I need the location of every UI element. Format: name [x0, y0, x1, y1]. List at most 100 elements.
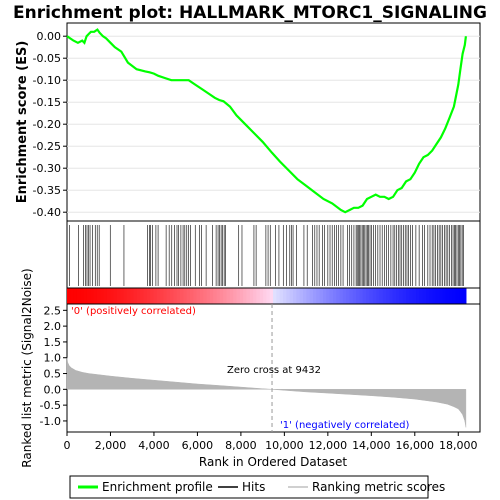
- color-bar-segment: [236, 288, 241, 304]
- color-bar-segment: [100, 288, 105, 304]
- color-bar-segment: [67, 288, 71, 304]
- color-bar-segment: [150, 288, 155, 304]
- color-bar-segment: [116, 288, 121, 304]
- color-bar-segment: [136, 288, 141, 304]
- color-bar-segment: [239, 288, 244, 304]
- metric-y-tick-label: -0.5: [40, 399, 61, 412]
- color-bar-segment: [406, 288, 410, 304]
- color-bar-segment: [123, 288, 128, 304]
- color-bar-segment: [249, 288, 254, 304]
- color-bar-segment: [299, 288, 304, 304]
- color-bar-segment: [93, 288, 98, 304]
- x-tick-label: 10,000: [265, 439, 304, 452]
- x-axis-ticks: 0 2,000 4,000 6,000 8,000 10,000 12,000 14,000 1…: [64, 432, 478, 452]
- color-bar-segment: [332, 288, 337, 304]
- color-bar-segment: [302, 288, 307, 304]
- color-bar-segment: [346, 288, 351, 304]
- x-tick-label: 16,000: [396, 439, 435, 452]
- x-tick-label: 6,000: [182, 439, 214, 452]
- color-bar-segment: [233, 288, 238, 304]
- color-bar-segment: [455, 288, 460, 304]
- color-bar-segment: [342, 288, 347, 304]
- color-bar-segment: [203, 288, 208, 304]
- color-bar-segment: [90, 288, 95, 304]
- color-bar-segment: [269, 288, 274, 304]
- color-bar-segment: [193, 288, 198, 304]
- color-bar-segment: [362, 288, 367, 304]
- color-bar-segment: [283, 288, 287, 304]
- color-bar-segment: [396, 288, 400, 304]
- color-bar-segment: [359, 288, 364, 304]
- es-y-tick-label: -0.05: [33, 52, 61, 65]
- color-bar-segment: [352, 288, 357, 304]
- color-bar-segment: [462, 288, 467, 304]
- color-bar-segment: [186, 288, 191, 304]
- color-bar-segment: [219, 288, 224, 304]
- color-bar-segment: [83, 288, 88, 304]
- color-bar-segment: [73, 288, 78, 304]
- color-bar-segment: [173, 288, 178, 304]
- rank-color-bar: [67, 288, 467, 304]
- color-bar-segment: [96, 288, 101, 304]
- color-bar-segment: [416, 288, 420, 304]
- color-bar-segment: [402, 288, 407, 304]
- metric-y-axis-label: Ranked list metric (Signal2Noise): [20, 268, 34, 467]
- color-bar-segment: [339, 288, 344, 304]
- zero-cross-label: Zero cross at 9432: [227, 365, 321, 376]
- color-bar-segment: [399, 288, 404, 304]
- legend-box: [69, 475, 429, 499]
- positive-correlation-label: '0' (positively correlated): [71, 306, 196, 317]
- color-bar-segment: [279, 288, 284, 304]
- color-bar-segment: [366, 288, 371, 304]
- enrichment-profile-line: [66, 28, 467, 214]
- color-bar-segment: [432, 288, 437, 304]
- enrichment-profile-path: [66, 28, 467, 214]
- color-bar-segment: [429, 288, 434, 304]
- color-bar-segment: [319, 288, 324, 304]
- color-bar-segment: [286, 288, 291, 304]
- color-bar-segment: [289, 288, 294, 304]
- color-bar-segment: [369, 288, 374, 304]
- legend-label: Enrichment profile: [102, 480, 213, 494]
- color-bar-segment: [322, 288, 327, 304]
- color-bar-segment: [199, 288, 204, 304]
- ranking-metric-area: [66, 357, 467, 428]
- metric-y-tick-label: 0.5: [44, 368, 62, 381]
- es-y-tick-label: -0.20: [33, 118, 61, 131]
- color-bar-segment: [166, 288, 171, 304]
- color-bar-segment: [80, 288, 85, 304]
- color-bar-segment: [379, 288, 384, 304]
- color-bar-segment: [76, 288, 81, 304]
- color-bar-segment: [86, 288, 91, 304]
- color-bar-segment: [160, 288, 164, 304]
- chart-title: Enrichment plot: HALLMARK_MTORC1_SIGNALI…: [13, 3, 487, 23]
- color-bar-segment: [196, 288, 201, 304]
- ranking-metric-fill: [66, 357, 467, 428]
- es-y-tick-label: -0.35: [33, 184, 61, 197]
- color-bar-segment: [103, 288, 108, 304]
- x-tick-label: 0: [64, 439, 71, 452]
- es-y-tick-label: -0.30: [33, 162, 61, 175]
- color-bar-segment: [349, 288, 354, 304]
- color-bar-segment: [392, 288, 397, 304]
- color-bar-segment: [382, 288, 387, 304]
- color-bar-segment: [316, 288, 321, 304]
- color-bar-segment: [445, 288, 450, 304]
- color-bar-segment: [336, 288, 341, 304]
- color-bar-segment: [425, 288, 430, 304]
- x-tick-label: 18,000: [439, 439, 478, 452]
- color-bar-segment: [183, 288, 188, 304]
- x-tick-label: 2,000: [95, 439, 127, 452]
- es-y-tick-label: -0.15: [33, 96, 61, 109]
- color-bar-segment: [243, 288, 248, 304]
- color-bar-segment: [170, 288, 174, 304]
- color-bar-segment: [306, 288, 311, 304]
- color-bar-segment: [176, 288, 181, 304]
- metric-y-tick-label: 2.0: [44, 320, 62, 333]
- es-y-ticks: 0.00 -0.05 -0.10 -0.15 -0.20 -0.25 -0.30 -0.35 -…: [33, 30, 67, 219]
- color-bar-segment: [113, 288, 118, 304]
- color-bar-segment: [70, 288, 75, 304]
- x-axis-label: Rank in Ordered Dataset: [199, 455, 347, 469]
- color-bar-segment: [386, 288, 391, 304]
